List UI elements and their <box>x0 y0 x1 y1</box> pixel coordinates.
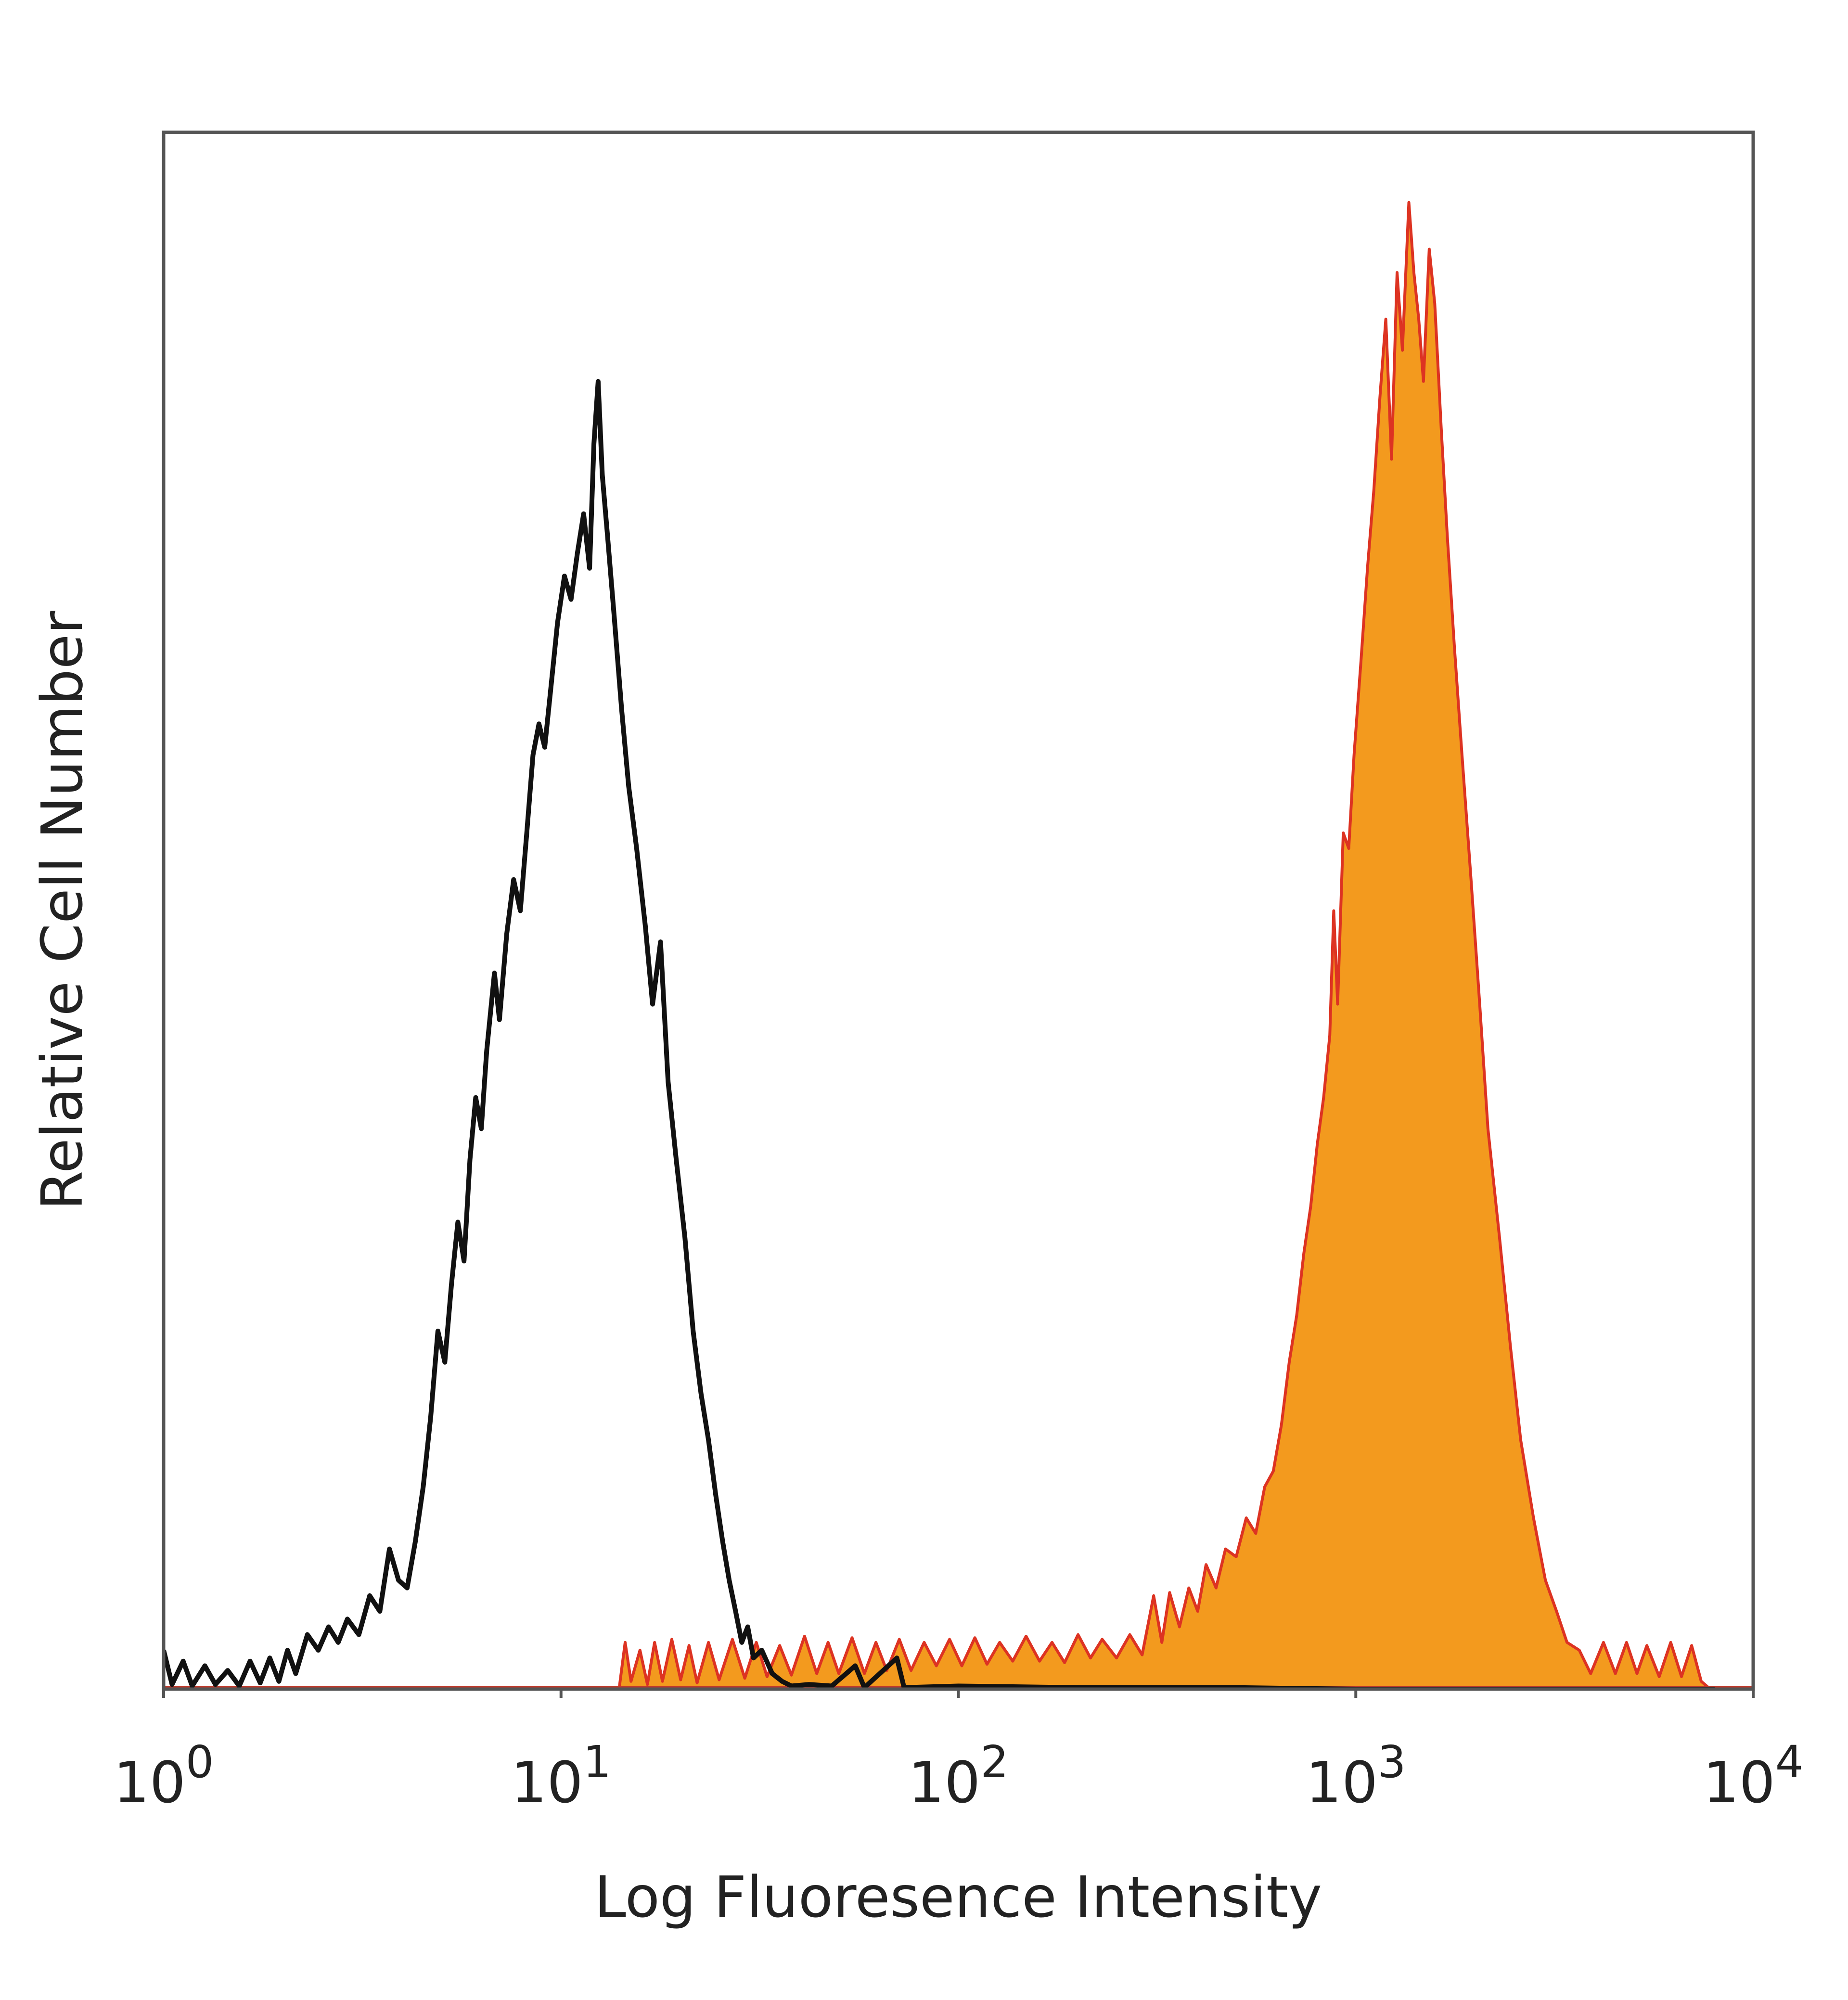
x-tick-label: 100 <box>114 1736 214 1816</box>
x-tick-label: 104 <box>1703 1736 1804 1816</box>
x-axis-title: Log Fluoresence Intensity <box>594 1864 1322 1930</box>
control-histogram-line <box>164 379 1715 1689</box>
stained-histogram-area <box>617 201 1712 1689</box>
x-tick-label: 103 <box>1306 1736 1406 1816</box>
y-axis-title: Relative Cell Number <box>29 611 95 1210</box>
x-tick-label: 101 <box>511 1736 611 1816</box>
x-tick-label: 102 <box>908 1736 1009 1816</box>
